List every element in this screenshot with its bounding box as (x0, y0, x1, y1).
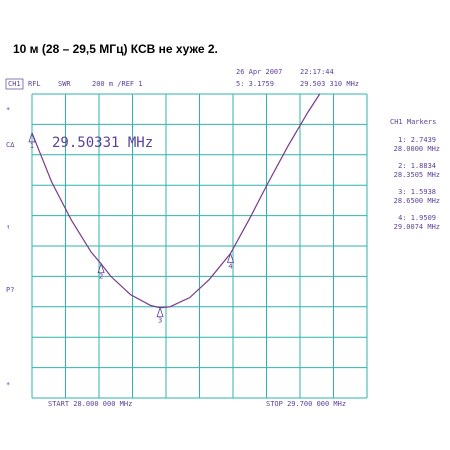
title: 10 м (28 – 29,5 МГц) КСВ не хуже 2. (13, 42, 218, 56)
header-mode: SWR (58, 80, 71, 88)
header-scale: 200 m /REF 1 (92, 80, 143, 88)
marker-label: 2 (99, 273, 103, 281)
marker-readout: 1: 2.7439 (398, 136, 436, 144)
marker (226, 252, 235, 263)
header-format: RFL (28, 80, 41, 88)
marker-readout: 4: 1.9509 (398, 214, 436, 222)
marker (28, 131, 36, 143)
marker-freq: 28.0000 MHz (394, 145, 440, 153)
marker-label: 4 (228, 262, 232, 270)
header-marker-freq: 29.503 310 MHz (300, 80, 359, 88)
channel-box (5, 78, 24, 90)
marker-readout: 2: 1.8834 (398, 162, 436, 170)
header-time: 22:17:44 (300, 68, 334, 76)
markers-title: CH1 Markers (390, 118, 436, 126)
header-marker: 5: 3.1759 (236, 80, 274, 88)
start-label: START 28.000 000 MHz (48, 400, 132, 408)
side-label: C∆ (6, 141, 15, 149)
side-label: ↑ (6, 223, 10, 231)
side-label: * (6, 381, 10, 389)
marker-freq: 29.0074 MHz (394, 223, 440, 231)
marker-freq: 28.3505 MHz (394, 171, 440, 179)
marker (97, 262, 105, 274)
marker-freq: 28.6500 MHz (394, 197, 440, 205)
marker-label: 1 (30, 142, 34, 150)
side-label: * (6, 106, 10, 114)
header-channel: CH1 (8, 80, 21, 88)
marker-readout: 3: 1.5938 (398, 188, 436, 196)
active-marker: 29.50331 MHz (52, 135, 153, 151)
trace (31, 93, 321, 309)
side-label: P? (6, 286, 14, 294)
marker (156, 306, 164, 318)
stop-label: STOP 29.700 000 MHz (266, 400, 346, 408)
header-date: 26 Apr 2007 (236, 68, 282, 76)
marker-label: 3 (158, 317, 162, 325)
